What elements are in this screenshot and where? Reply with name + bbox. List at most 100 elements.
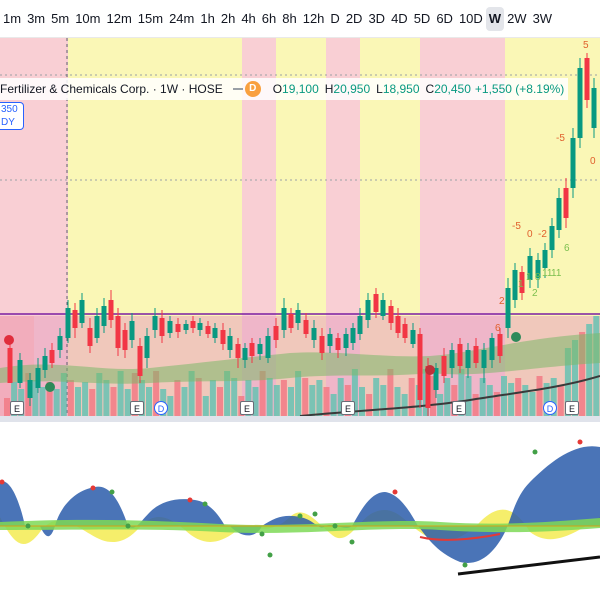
candle-body [433,368,439,390]
earnings-marker[interactable]: E [452,401,466,415]
volume-bar [131,373,138,416]
candle-body [79,300,85,323]
volume-bar [231,378,238,416]
timeframe-2h[interactable]: 2h [220,10,236,26]
timeframe-3m[interactable]: 3m [27,10,46,26]
volume-bar [11,382,18,416]
timeframe-2w[interactable]: 2W [507,10,527,26]
timeframe-6h[interactable]: 6h [261,10,277,26]
timeframe-12h[interactable]: 12h [302,10,325,26]
candle-body [417,334,423,400]
dividend-badge[interactable]: D [244,81,261,97]
low-value: 18,950 [382,82,420,96]
timeframe-5m[interactable]: 5m [51,10,70,26]
volume-bar [415,385,422,416]
timeframe-d[interactable]: D [330,10,340,26]
volume-bar [408,378,415,416]
volume-bar [557,385,564,416]
timeframe-5d[interactable]: 5D [413,10,431,26]
oscillator-dot [349,539,355,545]
oscillator-dot [0,479,5,485]
volume-bar [486,385,493,416]
timeframe-3d[interactable]: 3D [368,10,386,26]
candle-body [220,330,226,344]
volume-bar [138,380,145,416]
candle-body [335,338,341,350]
volume-bar [401,394,408,416]
timeframe-w[interactable]: W [485,6,505,31]
candle-body [57,336,63,350]
earnings-marker[interactable]: E [341,401,355,415]
volume-bar [67,380,74,416]
price-chart[interactable]: Fertilizer & Chemicals Corp. · 1W · HOSE… [0,38,600,416]
volume-bar [273,385,280,416]
candle-body [42,356,48,370]
candle-body [527,256,533,280]
volume-bar [110,387,117,416]
signal-dot [511,332,521,342]
candle-body [449,350,455,368]
candle-body [235,344,241,358]
volume-bar [252,387,259,416]
earnings-marker[interactable]: E [130,401,144,415]
volume-bar [515,378,522,416]
earnings-marker[interactable]: E [565,401,579,415]
candle-body [295,310,301,323]
candle-body [380,300,386,316]
candle-body [17,360,23,383]
oscillator-chart [0,439,600,576]
candle-body [7,348,13,383]
volume-bar [280,380,287,416]
dividend-marker[interactable]: D [543,401,557,415]
timeframe-24m[interactable]: 24m [169,10,195,26]
volume-bar [259,371,266,416]
volume-bar [522,385,529,416]
drag-handle-icon[interactable] [232,88,243,90]
earnings-marker[interactable]: E [10,401,24,415]
volume-bar [458,369,465,416]
timeframe-2d[interactable]: 2D [345,10,363,26]
volume-bar [572,340,578,416]
annotation-number: 11 [542,268,553,279]
timeframe-1h[interactable]: 1h [200,10,215,26]
candle-body [190,321,196,328]
timeframe-10d[interactable]: 10D [458,10,483,26]
oscillator-pane[interactable] [0,422,600,600]
candle-body [152,316,158,330]
timeframe-10m[interactable]: 10m [75,10,101,26]
timeframe-3w[interactable]: 3W [532,10,553,26]
earnings-marker[interactable]: E [240,401,254,415]
oscillator-dot [462,562,468,568]
trend-line [457,555,600,576]
signal-dot [45,382,55,392]
price-label-line1: 350 [1,104,18,115]
volume-bar [146,387,152,416]
timeframe-1m[interactable]: 1m [3,10,22,26]
volume-bar [529,392,536,416]
candle-body [570,138,576,188]
pane-divider[interactable] [0,416,600,422]
candle-body [175,324,181,332]
candle-body [249,343,255,356]
candle-body [542,250,548,268]
candle-body [457,344,463,366]
oscillator-dot [187,497,193,503]
volume-bar [202,396,209,416]
candle-body [303,320,309,334]
price-label[interactable]: 350 DY [0,102,24,130]
dividend-marker[interactable]: D [154,401,168,415]
timeframe-4h[interactable]: 4h [241,10,256,26]
candle-body [410,330,416,344]
volume-bar [373,378,380,416]
candle-body [425,366,431,408]
candle-body [519,272,525,293]
timeframe-12m[interactable]: 12m [106,10,132,26]
timeframe-8h[interactable]: 8h [282,10,297,26]
oscillator-green-band [0,518,600,533]
timeframe-15m[interactable]: 15m [137,10,164,26]
timeframe-4d[interactable]: 4D [391,10,408,26]
candle-body [388,306,394,323]
volume-bar [579,332,586,416]
timeframe-6d[interactable]: 6D [436,10,453,26]
candle-body [197,323,203,330]
